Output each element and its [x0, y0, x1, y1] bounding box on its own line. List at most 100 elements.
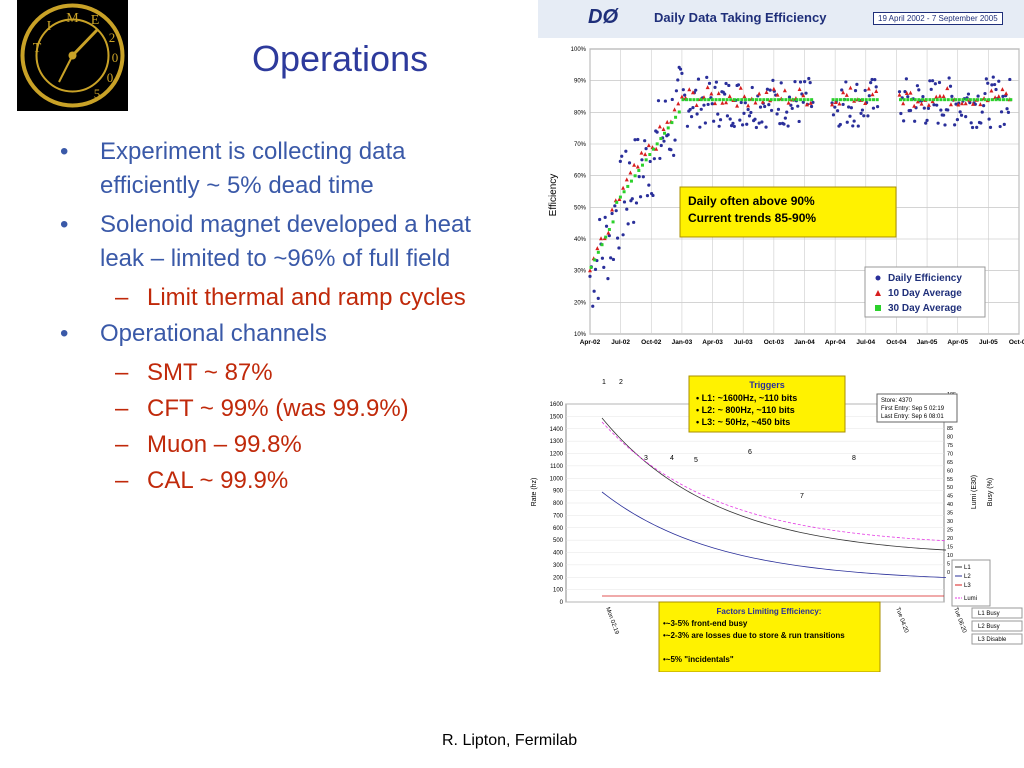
ten-day-point [687, 87, 692, 92]
thirty-day-point [618, 195, 622, 199]
svg-text:0: 0 [112, 50, 119, 65]
thirty-day-point [780, 98, 784, 102]
daily-point [617, 246, 621, 250]
y-tick-label: 1100 [550, 464, 564, 470]
y-tick-label: 400 [553, 551, 564, 557]
right-tick-label: 60 [947, 468, 953, 474]
daily-point [943, 123, 947, 127]
dash-icon: – [115, 431, 129, 458]
callout-line: Daily often above 90% [688, 194, 815, 208]
daily-point [647, 183, 651, 187]
y-tick-label: 1500 [550, 414, 564, 420]
daily-point [747, 114, 752, 118]
store-marker-label: 1 [602, 379, 606, 386]
daily-point [714, 80, 719, 84]
daily-point [705, 75, 709, 79]
thirty-day-point [644, 158, 648, 162]
y-tick-label: 1600 [550, 402, 564, 408]
daily-point [993, 82, 997, 87]
x-tick-label: Jan-04 [794, 339, 815, 346]
ten-day-point [617, 196, 622, 201]
dash-icon: – [115, 395, 129, 422]
right-tick-label: 80 [947, 434, 953, 440]
daily-point [643, 139, 647, 143]
daily-point [703, 121, 707, 125]
daily-point [678, 67, 683, 71]
ten-day-point [757, 91, 762, 96]
daily-point [860, 108, 865, 112]
thirty-day-point [860, 98, 864, 102]
daily-point [644, 147, 648, 151]
daily-point [779, 81, 783, 85]
thirty-day-point [762, 98, 766, 102]
l1-rate-line [601, 417, 947, 551]
daily-point [758, 105, 763, 109]
thirty-day-point [758, 98, 762, 102]
daily-point [725, 114, 730, 118]
daily-point [811, 100, 815, 104]
daily-point [1008, 77, 1012, 82]
ten-day-point [797, 87, 802, 92]
svg-text:0: 0 [107, 70, 114, 85]
store-info-line: Store: 4370 [881, 398, 913, 404]
y-axis-label-lumi: Lumi (E30) [971, 475, 978, 509]
thirty-day-point [853, 98, 857, 102]
daily-point [750, 85, 754, 90]
thirty-day-point [1009, 98, 1013, 102]
thirty-day-point [868, 98, 872, 102]
ten-day-point [679, 94, 684, 99]
y-axis-label-rate: Rate (hz) [531, 478, 538, 507]
triggers-box [688, 375, 846, 433]
legend-marker-10day [875, 290, 881, 296]
lumi-line [601, 421, 947, 542]
thirty-day-point [666, 126, 670, 130]
ten-day-point [646, 143, 651, 148]
daily-point [745, 122, 749, 126]
ten-day-point [897, 92, 902, 97]
daily-point [917, 88, 921, 92]
ten-day-point [742, 94, 747, 99]
ten-day-point [904, 91, 909, 96]
daily-point [856, 124, 860, 128]
ten-day-point [989, 88, 994, 93]
thirty-day-point [622, 190, 626, 194]
right-tick-label: 45 [947, 494, 953, 500]
ten-day-point [963, 101, 968, 106]
thirty-day-point [968, 98, 972, 102]
thirty-day-point [766, 98, 770, 102]
daily-point [998, 124, 1002, 129]
daily-point [615, 236, 620, 240]
ten-day-point [934, 94, 939, 99]
daily-point [673, 138, 677, 142]
thirty-day-point [913, 98, 917, 102]
y-tick-label: 30% [574, 269, 587, 275]
x-tick-label: Tue 06:20 [952, 607, 967, 635]
ten-day-point [874, 88, 879, 93]
daily-point [630, 197, 634, 201]
daily-point [904, 77, 908, 81]
daily-point [713, 85, 717, 89]
daily-point [939, 108, 943, 112]
ten-day-point [724, 100, 729, 105]
ten-day-point [760, 99, 765, 104]
thirty-day-point [626, 184, 630, 188]
daily-point [634, 201, 639, 205]
ten-day-point [599, 236, 604, 241]
ten-day-point [665, 119, 670, 124]
thirty-day-point [784, 98, 788, 102]
bullet-dot-icon: • [60, 211, 69, 238]
thirty-day-point [736, 98, 740, 102]
ten-day-point [635, 164, 640, 169]
daily-point [991, 75, 995, 79]
daily-point [652, 157, 656, 161]
daily-point [984, 77, 988, 81]
daily-point [743, 101, 747, 105]
daily-point [990, 83, 994, 87]
ten-day-point [996, 94, 1001, 99]
ten-day-point [771, 86, 776, 91]
svg-text:E: E [91, 13, 100, 28]
callout-box [679, 186, 897, 238]
daily-point [768, 88, 772, 92]
daily-point [610, 211, 614, 216]
ten-day-point [971, 101, 976, 106]
